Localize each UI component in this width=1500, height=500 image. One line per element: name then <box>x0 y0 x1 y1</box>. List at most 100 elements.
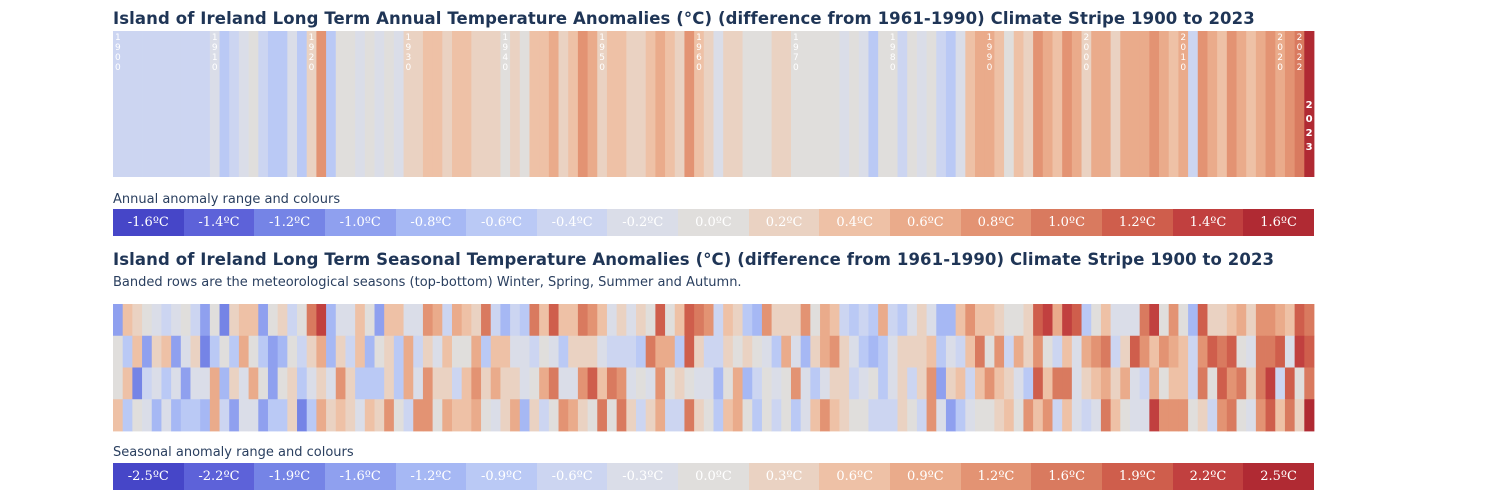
seasonal-stripe-spring-1980[interactable] <box>887 335 898 368</box>
seasonal-stripe-autumn-1990[interactable] <box>984 399 995 432</box>
seasonal-stripe-winter-1938[interactable] <box>481 304 492 337</box>
seasonal-stripe-winter-1958[interactable] <box>674 304 685 337</box>
seasonal-stripe-autumn-1984[interactable] <box>926 399 937 432</box>
seasonal-stripe-spring-1981[interactable] <box>897 335 908 368</box>
seasonal-stripe-summer-1972[interactable] <box>810 367 821 400</box>
seasonal-stripe-winter-1980[interactable] <box>887 304 898 337</box>
seasonal-stripe-spring-1982[interactable] <box>907 335 918 368</box>
seasonal-stripe-winter-2011[interactable] <box>1188 304 1199 337</box>
annual-stripe-2007[interactable] <box>1149 31 1160 177</box>
annual-stripe-2003[interactable] <box>1110 31 1121 177</box>
seasonal-stripe-spring-2014[interactable] <box>1217 335 1228 368</box>
seasonal-stripe-autumn-1955[interactable] <box>645 399 656 432</box>
seasonal-stripe-winter-1972[interactable] <box>810 304 821 337</box>
seasonal-stripe-autumn-2023[interactable] <box>1304 399 1315 432</box>
seasonal-stripe-winter-1944[interactable] <box>539 304 550 337</box>
annual-stripe-1969[interactable] <box>781 31 792 177</box>
seasonal-stripe-summer-1919[interactable] <box>297 367 308 400</box>
seasonal-stripe-autumn-1954[interactable] <box>636 399 647 432</box>
annual-stripe-2001[interactable] <box>1091 31 1102 177</box>
seasonal-stripe-autumn-1913[interactable] <box>238 399 249 432</box>
annual-stripe-1920[interactable] <box>306 31 317 177</box>
seasonal-stripe-autumn-1973[interactable] <box>820 399 831 432</box>
annual-stripe-1962[interactable] <box>713 31 724 177</box>
seasonal-stripe-autumn-1999[interactable] <box>1071 399 1082 432</box>
annual-stripe-1925[interactable] <box>355 31 366 177</box>
seasonal-stripe-winter-1933[interactable] <box>432 304 443 337</box>
seasonal-stripe-summer-1966[interactable] <box>752 367 763 400</box>
seasonal-stripe-summer-2001[interactable] <box>1091 367 1102 400</box>
annual-stripe-1988[interactable] <box>965 31 976 177</box>
seasonal-stripe-winter-1901[interactable] <box>122 304 133 337</box>
seasonal-stripe-winter-2012[interactable] <box>1197 304 1208 337</box>
seasonal-stripe-spring-1991[interactable] <box>994 335 1005 368</box>
seasonal-stripe-autumn-1936[interactable] <box>461 399 472 432</box>
seasonal-stripe-winter-1970[interactable] <box>790 304 802 337</box>
seasonal-stripe-spring-2002[interactable] <box>1100 335 1112 368</box>
seasonal-stripe-winter-2015[interactable] <box>1226 304 1237 337</box>
seasonal-stripe-spring-1952[interactable] <box>616 335 627 368</box>
seasonal-stripe-winter-1909[interactable] <box>200 304 211 337</box>
annual-stripe-1914[interactable] <box>248 31 259 177</box>
annual-stripe-1996[interactable] <box>1042 31 1053 177</box>
seasonal-stripe-autumn-1994[interactable] <box>1023 399 1034 432</box>
annual-stripe-1940[interactable] <box>500 31 511 177</box>
seasonal-stripe-summer-1997[interactable] <box>1052 367 1063 400</box>
seasonal-stripe-summer-1949[interactable] <box>587 367 598 400</box>
seasonal-stripe-summer-1967[interactable] <box>761 367 773 400</box>
seasonal-stripe-spring-2001[interactable] <box>1091 335 1102 368</box>
seasonal-stripe-summer-1922[interactable] <box>326 367 337 400</box>
annual-stripe-1979[interactable] <box>878 31 889 177</box>
seasonal-stripe-summer-1911[interactable] <box>219 367 230 400</box>
seasonal-stripe-winter-1941[interactable] <box>510 304 521 337</box>
annual-stripe-1954[interactable] <box>636 31 647 177</box>
seasonal-stripe-summer-1935[interactable] <box>451 367 463 400</box>
seasonal-stripe-spring-1905[interactable] <box>161 335 172 368</box>
seasonal-stripe-summer-1957[interactable] <box>665 367 676 400</box>
seasonal-stripe-summer-1917[interactable] <box>277 367 288 400</box>
annual-stripe-1944[interactable] <box>539 31 550 177</box>
seasonal-stripe-winter-2009[interactable] <box>1168 304 1179 337</box>
seasonal-stripe-winter-1959[interactable] <box>684 304 695 337</box>
seasonal-stripe-autumn-1925[interactable] <box>355 399 366 432</box>
annual-stripe-1953[interactable] <box>626 31 637 177</box>
seasonal-stripe-autumn-1996[interactable] <box>1042 399 1053 432</box>
seasonal-stripe-spring-1974[interactable] <box>829 335 840 368</box>
annual-stripe-1978[interactable] <box>868 31 879 177</box>
seasonal-stripe-summer-1973[interactable] <box>820 367 831 400</box>
annual-stripe-1911[interactable] <box>219 31 230 177</box>
annual-stripe-2016[interactable] <box>1236 31 1247 177</box>
seasonal-stripe-spring-2013[interactable] <box>1207 335 1218 368</box>
seasonal-stripe-winter-1968[interactable] <box>771 304 782 337</box>
seasonal-stripe-summer-1986[interactable] <box>945 367 957 400</box>
seasonal-stripe-autumn-1965[interactable] <box>742 399 753 432</box>
seasonal-stripe-spring-2016[interactable] <box>1236 335 1247 368</box>
annual-stripe-1907[interactable] <box>180 31 191 177</box>
seasonal-stripe-autumn-1976[interactable] <box>849 399 860 432</box>
seasonal-stripe-winter-1910[interactable] <box>209 304 220 337</box>
seasonal-stripe-autumn-1962[interactable] <box>713 399 724 432</box>
seasonal-stripe-spring-1987[interactable] <box>955 335 966 368</box>
seasonal-stripe-summer-1984[interactable] <box>926 367 937 400</box>
seasonal-stripe-winter-1907[interactable] <box>180 304 191 337</box>
annual-stripe-1976[interactable] <box>849 31 860 177</box>
seasonal-stripe-spring-1912[interactable] <box>229 335 240 368</box>
seasonal-stripe-spring-1969[interactable] <box>781 335 792 368</box>
seasonal-stripe-winter-1924[interactable] <box>345 304 356 337</box>
seasonal-stripe-summer-1959[interactable] <box>684 367 695 400</box>
seasonal-stripe-summer-1901[interactable] <box>122 367 133 400</box>
seasonal-stripe-spring-1931[interactable] <box>413 335 424 368</box>
seasonal-stripe-spring-1925[interactable] <box>355 335 366 368</box>
annual-stripe-1995[interactable] <box>1033 31 1044 177</box>
seasonal-stripe-spring-1997[interactable] <box>1052 335 1063 368</box>
seasonal-stripe-spring-1979[interactable] <box>878 335 889 368</box>
seasonal-stripe-winter-2003[interactable] <box>1110 304 1121 337</box>
seasonal-stripe-autumn-1929[interactable] <box>393 399 404 432</box>
annual-stripe-1968[interactable] <box>771 31 782 177</box>
seasonal-stripe-winter-1962[interactable] <box>713 304 724 337</box>
seasonal-stripe-summer-1902[interactable] <box>132 367 143 400</box>
seasonal-stripe-summer-1980[interactable] <box>887 367 898 400</box>
seasonal-stripe-spring-1929[interactable] <box>393 335 404 368</box>
seasonal-stripe-autumn-1961[interactable] <box>703 399 714 432</box>
seasonal-stripe-summer-1993[interactable] <box>1013 367 1024 400</box>
